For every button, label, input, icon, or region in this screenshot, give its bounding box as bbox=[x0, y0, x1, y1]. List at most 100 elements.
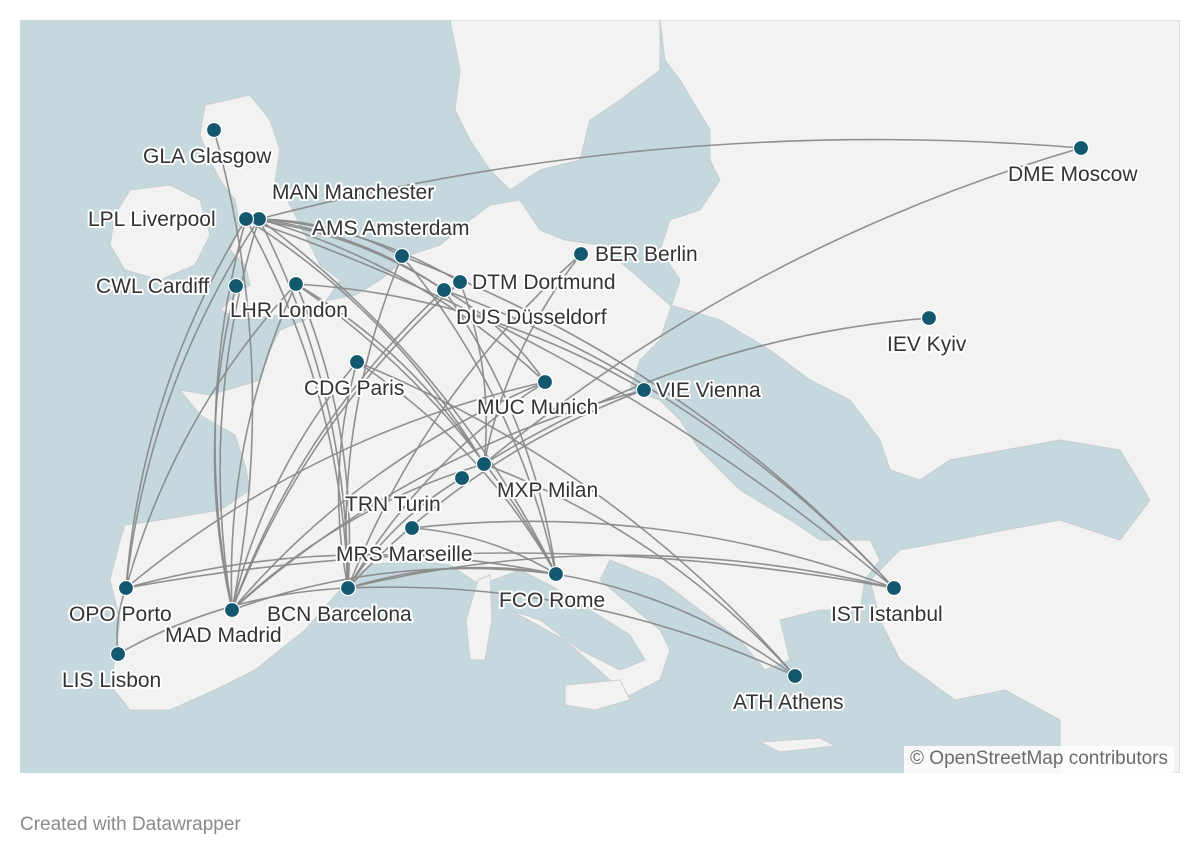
route-mxp-ath bbox=[483, 463, 796, 677]
airport-marker-fco[interactable] bbox=[547, 565, 565, 583]
airport-marker-lhr[interactable] bbox=[287, 275, 305, 293]
airport-bcn[interactable]: BCN Barcelona bbox=[265, 579, 414, 628]
route-muc-opo bbox=[125, 381, 546, 589]
airport-dus[interactable]: DUS Düsseldorf bbox=[435, 281, 609, 331]
route-man-mad bbox=[219, 218, 260, 611]
airport-mxp[interactable]: MXP Milan bbox=[475, 455, 600, 504]
route-lpl-bcn bbox=[245, 218, 349, 589]
airport-fco[interactable]: FCO Rome bbox=[497, 565, 607, 614]
airport-marker-cwl[interactable] bbox=[227, 277, 245, 295]
airport-label-cwl: CWL Cardiff bbox=[96, 275, 209, 298]
airport-marker-muc[interactable] bbox=[536, 373, 554, 391]
land-ireland bbox=[109, 184, 211, 281]
routes-layer bbox=[116, 129, 1082, 677]
airport-mad[interactable]: MAD Madrid bbox=[163, 601, 284, 649]
airport-ath[interactable]: ATH Athens bbox=[731, 667, 846, 716]
airport-cwl[interactable]: CWL Cardiff bbox=[94, 273, 245, 300]
route-ams-bcn bbox=[345, 255, 403, 589]
route-vie-mad bbox=[231, 389, 645, 611]
airport-marker-lpl[interactable] bbox=[237, 210, 255, 228]
airport-label-mxp: MXP Milan bbox=[497, 479, 598, 502]
land-corsica-sardinia bbox=[465, 574, 493, 661]
land-sicily bbox=[564, 679, 631, 711]
airport-marker-ber[interactable] bbox=[572, 245, 590, 263]
airport-marker-iev[interactable] bbox=[920, 309, 938, 327]
route-lpl-opo bbox=[125, 218, 247, 589]
airport-label-trn: TRN Turin bbox=[345, 493, 441, 516]
airport-label-gla: GLA Glasgow bbox=[143, 145, 272, 168]
airport-label-dme: DME Moscow bbox=[1008, 163, 1138, 186]
airport-label-opo: OPO Porto bbox=[69, 603, 172, 626]
route-bcn-ist bbox=[347, 554, 895, 589]
airport-ist[interactable]: IST Istanbul bbox=[829, 579, 945, 628]
route-cdg-mad bbox=[231, 361, 358, 611]
airport-marker-vie[interactable] bbox=[635, 381, 653, 399]
airport-ber[interactable]: BER Berlin bbox=[572, 241, 700, 268]
airport-label-fco: FCO Rome bbox=[499, 589, 605, 612]
airport-label-vie: VIE Vienna bbox=[656, 379, 761, 402]
airport-label-dus: DUS Düsseldorf bbox=[456, 306, 607, 329]
airport-marker-ist[interactable] bbox=[885, 579, 903, 597]
airport-lis[interactable]: LIS Lisbon bbox=[60, 645, 163, 694]
airport-marker-gla[interactable] bbox=[205, 121, 223, 139]
airport-marker-lis[interactable] bbox=[109, 645, 127, 663]
airport-man[interactable]: MAN Manchester bbox=[250, 179, 436, 228]
airport-opo[interactable]: OPO Porto bbox=[67, 579, 174, 628]
airport-trn[interactable]: TRN Turin bbox=[343, 469, 471, 518]
airport-vie[interactable]: VIE Vienna bbox=[635, 377, 763, 404]
route-man-ams bbox=[258, 218, 403, 257]
airport-label-ath: ATH Athens bbox=[733, 691, 844, 714]
route-cdg-fco bbox=[356, 361, 557, 575]
airport-marker-cdg[interactable] bbox=[348, 353, 366, 371]
route-dus-muc bbox=[443, 289, 546, 383]
airport-marker-ath[interactable] bbox=[786, 667, 804, 685]
route-cdg-ath bbox=[356, 361, 796, 677]
airport-ams[interactable]: AMS Amsterdam bbox=[310, 215, 472, 265]
airport-lhr[interactable]: LHR London bbox=[228, 275, 350, 324]
airport-iev[interactable]: IEV Kyiv bbox=[885, 309, 969, 358]
route-man-opo bbox=[125, 218, 260, 589]
footer-credit[interactable]: Created with Datawrapper bbox=[20, 814, 241, 835]
land-crete bbox=[758, 737, 837, 753]
airport-lpl[interactable]: LPL Liverpool bbox=[86, 206, 255, 233]
airport-marker-mrs[interactable] bbox=[403, 519, 421, 537]
route-lpl-mxp bbox=[245, 218, 485, 465]
route-man-muc bbox=[258, 218, 546, 383]
airport-label-dtm: DTM Dortmund bbox=[472, 271, 616, 294]
airport-marker-mxp[interactable] bbox=[475, 455, 493, 473]
route-dtm-mxp bbox=[459, 281, 488, 465]
map-attribution[interactable]: © OpenStreetMap contributors bbox=[904, 746, 1174, 773]
airport-muc[interactable]: MUC Munich bbox=[475, 373, 600, 421]
airport-label-mad: MAD Madrid bbox=[165, 624, 282, 647]
map[interactable]: GLA Glasgow MAN Manchester LPL Liverpool AM… bbox=[20, 20, 1180, 773]
route-lhr-opo bbox=[125, 283, 297, 589]
airport-cdg[interactable]: CDG Paris bbox=[302, 353, 406, 402]
land-scandinavia bbox=[449, 20, 661, 191]
airport-mrs[interactable]: MRS Marseille bbox=[334, 519, 475, 568]
route-opo-ist bbox=[125, 552, 895, 589]
airport-gla[interactable]: GLA Glasgow bbox=[141, 121, 274, 170]
airport-label-iev: IEV Kyiv bbox=[887, 333, 967, 356]
airport-marker-trn[interactable] bbox=[453, 469, 471, 487]
airport-marker-dus[interactable] bbox=[435, 281, 453, 299]
route-fco-ath bbox=[555, 573, 796, 677]
airport-label-lis: LIS Lisbon bbox=[62, 669, 161, 692]
route-lhr-vie bbox=[295, 283, 645, 391]
airport-marker-bcn[interactable] bbox=[339, 579, 357, 597]
route-gla-mad bbox=[213, 129, 254, 611]
airport-marker-ams[interactable] bbox=[393, 247, 411, 265]
airport-label-man: MAN Manchester bbox=[272, 181, 434, 204]
route-muc-mad bbox=[231, 381, 546, 611]
airport-dtm[interactable]: DTM Dortmund bbox=[451, 269, 618, 296]
airport-marker-dme[interactable] bbox=[1072, 139, 1090, 157]
route-man-fco bbox=[258, 218, 557, 575]
airport-marker-opo[interactable] bbox=[117, 579, 135, 597]
route-lhr-mxp bbox=[295, 283, 485, 465]
airport-marker-dtm[interactable] bbox=[451, 273, 469, 291]
airport-label-mrs: MRS Marseille bbox=[336, 543, 473, 566]
route-lhr-fco bbox=[295, 283, 557, 575]
airport-dme[interactable]: DME Moscow bbox=[1006, 139, 1140, 188]
airport-marker-mad[interactable] bbox=[223, 601, 241, 619]
